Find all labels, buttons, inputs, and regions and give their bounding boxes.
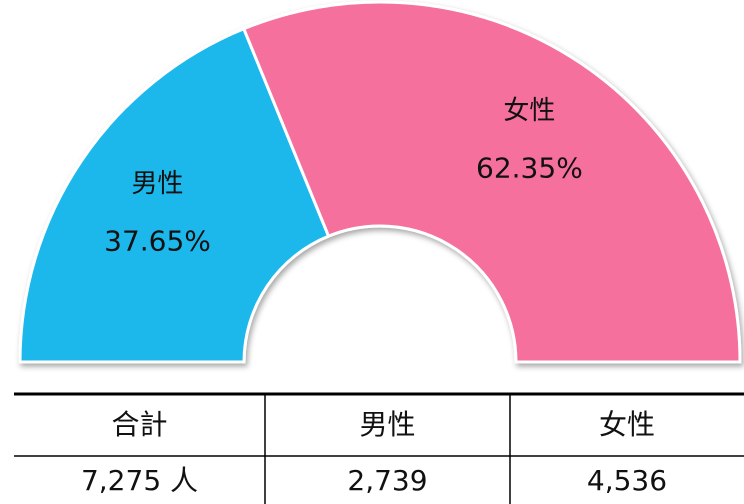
table-header-cell: 合計 [111, 408, 167, 441]
slice-label: 女性 [503, 96, 555, 126]
labels: 男性 37.65% 女性 62.35% [104, 96, 583, 258]
table-cell: 2,739 [347, 464, 427, 497]
slice [241, 0, 742, 364]
table-cell: 4,536 [587, 464, 667, 497]
slice [18, 26, 331, 364]
table-header-cell: 男性 [359, 408, 415, 441]
slice-label: 男性 [132, 169, 184, 199]
value-label: 37.65% [104, 225, 211, 258]
table-cell: 7,275 人 [81, 464, 198, 497]
table: 合計 男性 女性 7,275 人 2,739 4,536 [14, 392, 744, 504]
table-header-cell: 女性 [599, 408, 655, 441]
value-label: 62.35% [476, 152, 583, 185]
slices [18, 0, 742, 364]
